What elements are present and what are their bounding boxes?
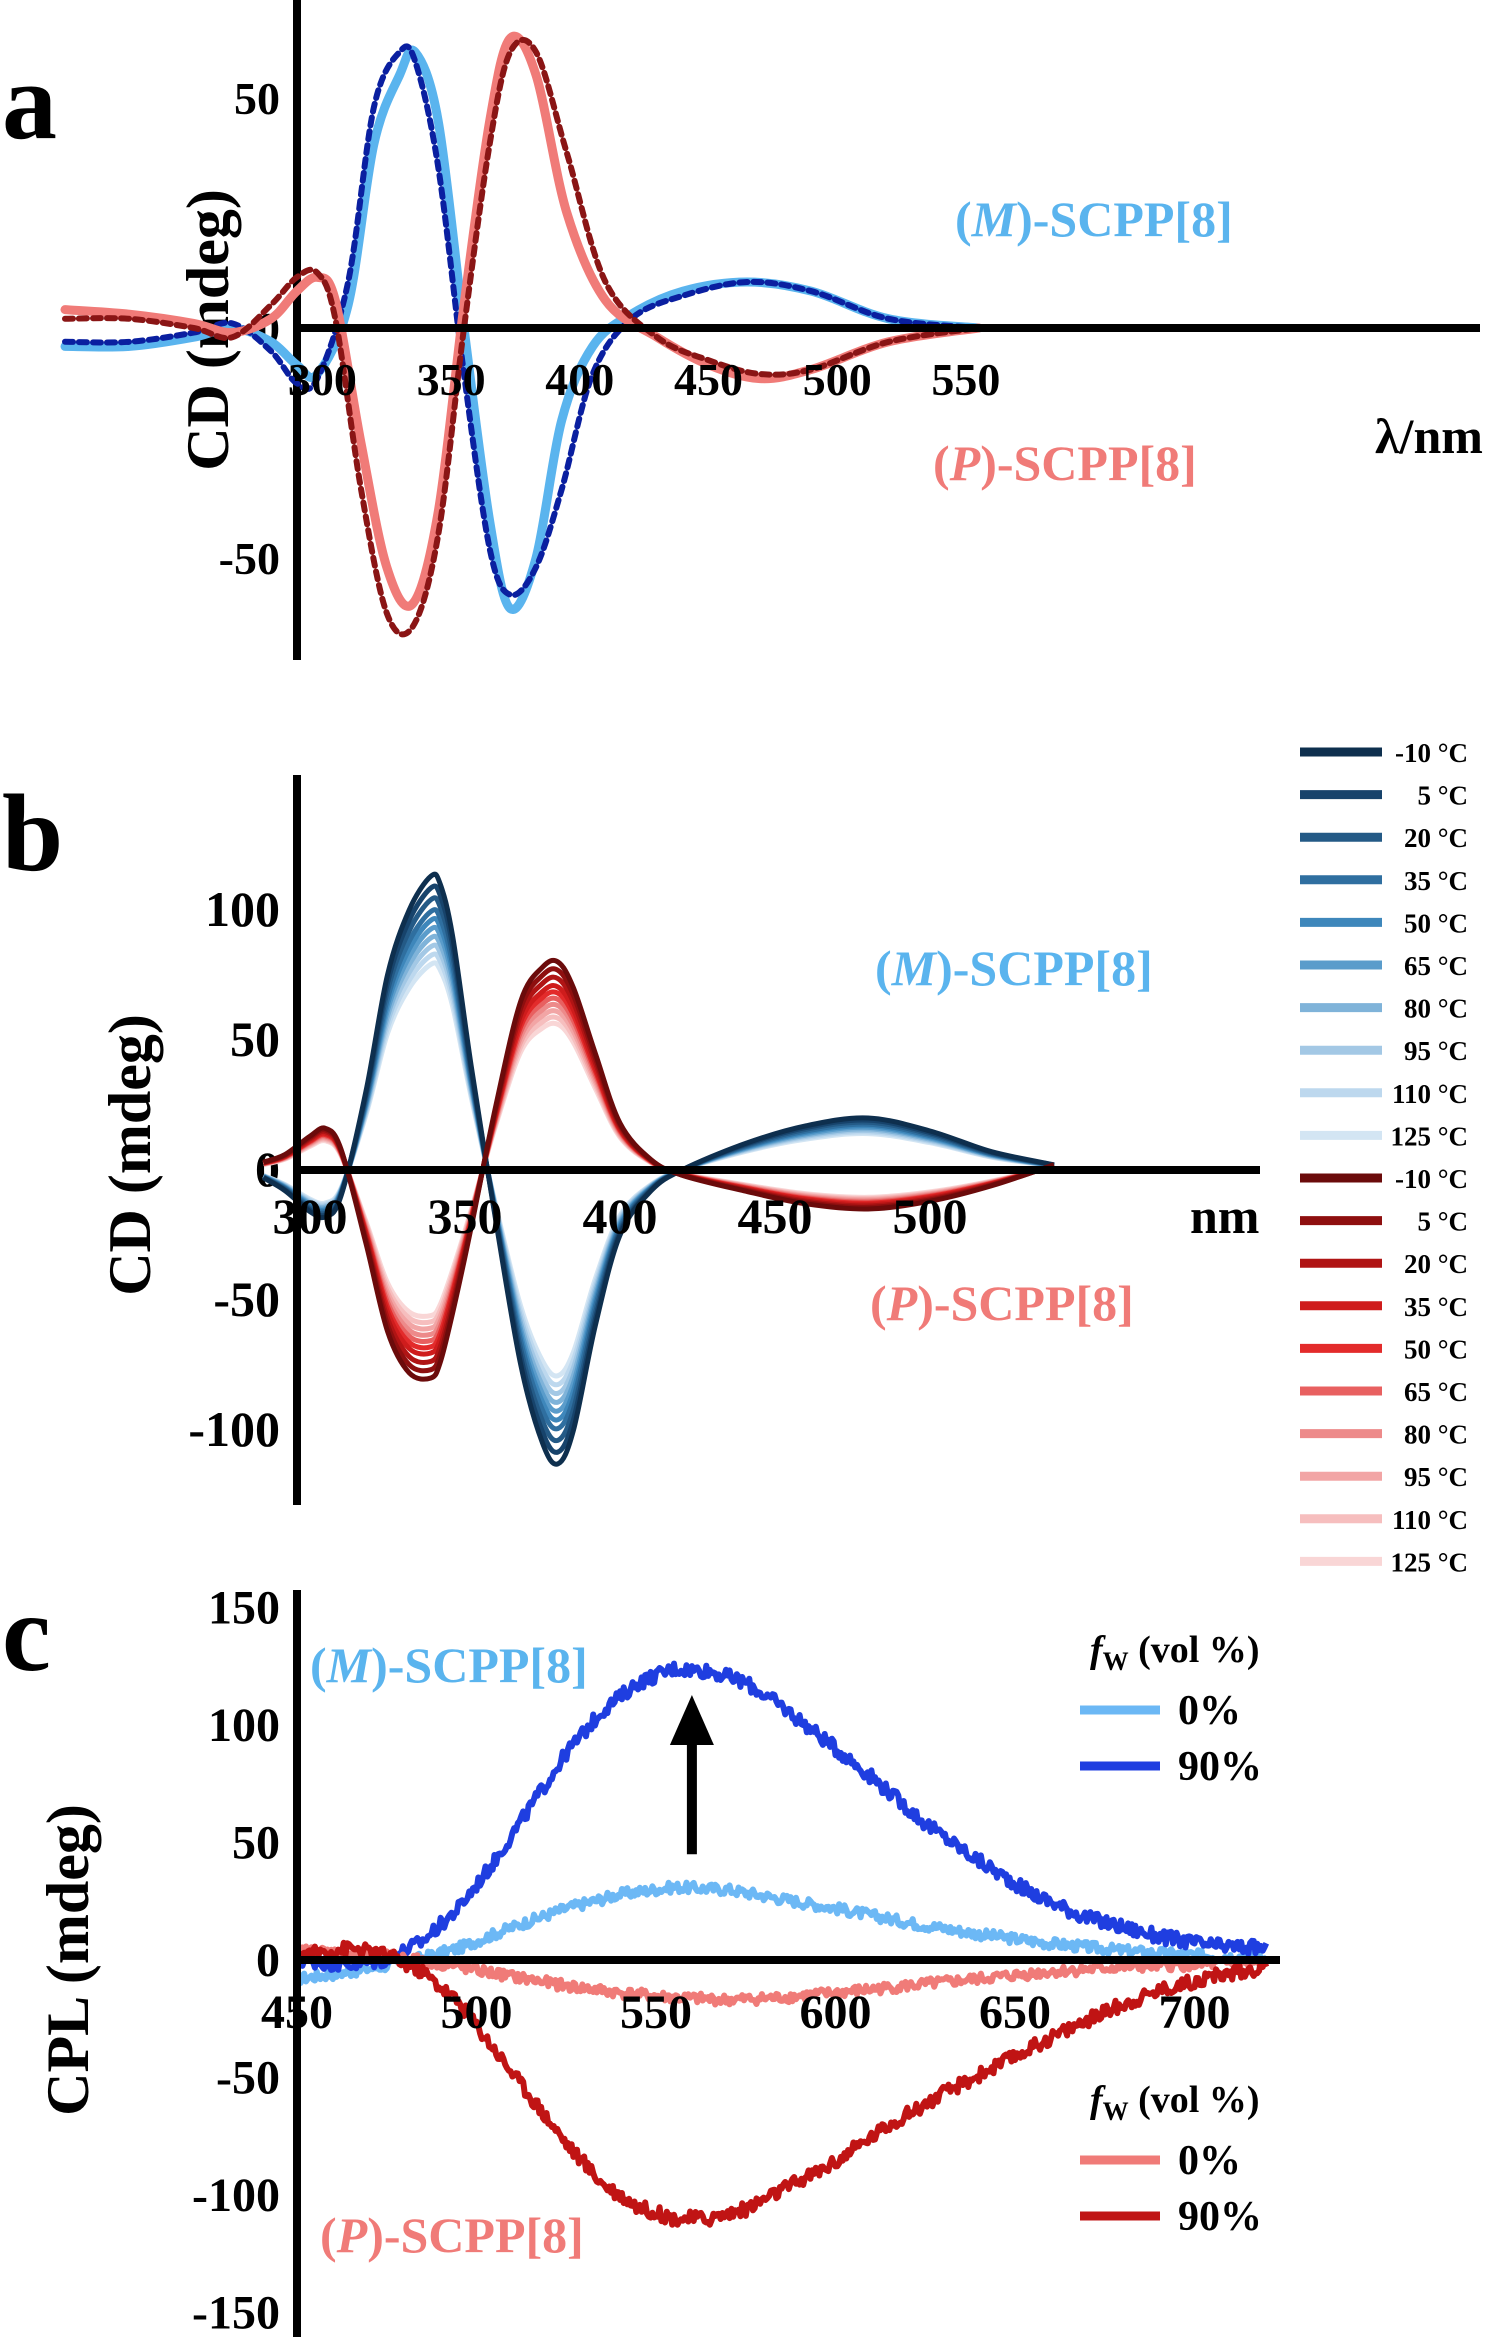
x-tick-label-a: 500: [803, 354, 872, 405]
y-tick-label-a: -50: [219, 533, 280, 584]
x-tick-label-c: 450: [261, 1986, 333, 2039]
x-tick-label-b: 500: [893, 1188, 968, 1244]
x-tick-label-b: 350: [428, 1188, 503, 1244]
x-tick-label-a: 450: [674, 354, 743, 405]
x-tick-label-a: 400: [545, 354, 614, 405]
legend-label-b: 65 °C: [1404, 951, 1468, 981]
legend-label-b: 50 °C: [1404, 908, 1468, 938]
y-tick-label-a: 50: [234, 73, 280, 124]
legend-label-b: 125 °C: [1390, 1547, 1468, 1577]
xlabel-a: λ/nm: [1375, 408, 1483, 464]
ylabel-b: CD (mdeg): [97, 1014, 163, 1296]
legend-label-b: 35 °C: [1404, 866, 1468, 896]
legend-label-b: 95 °C: [1404, 1036, 1468, 1066]
legend-label-b: 35 °C: [1404, 1292, 1468, 1322]
x-tick-label-c: 500: [441, 1986, 513, 2039]
y-tick-label-c: -150: [192, 2287, 280, 2337]
series-line-a-2: [60, 31, 984, 611]
legend-label-b: -10 °C: [1395, 738, 1468, 768]
legend-label-b: 80 °C: [1404, 1420, 1468, 1450]
legend-title-c-bottom: fW (vol %): [1090, 2079, 1260, 2126]
annotation-p-c: (P)-SCPP[8]: [320, 2207, 584, 2263]
x-tick-label-c: 550: [620, 1986, 692, 2039]
xlabel-b: nm: [1190, 1188, 1259, 1244]
series-line-a-3: [62, 36, 982, 638]
legend-label-b: 5 °C: [1417, 781, 1468, 811]
x-tick-label-c: 600: [800, 1986, 872, 2039]
legend-label-b: 65 °C: [1404, 1377, 1468, 1407]
legend-label-b: 20 °C: [1404, 823, 1468, 853]
legend-label-b: 125 °C: [1390, 1121, 1468, 1151]
annotation-p-b: (P)-SCPP[8]: [870, 1275, 1134, 1331]
series-line-b-p-0: [262, 957, 1055, 1382]
legend-title-c-top: fW (vol %): [1090, 1629, 1260, 1676]
series-line-c-3: [294, 1939, 1270, 2228]
annotation-m-a: (M)-SCPP[8]: [955, 191, 1233, 247]
y-tick-label-b: 50: [230, 1011, 280, 1067]
y-tick-label-b: -100: [188, 1401, 280, 1457]
x-tick-label-a: 550: [931, 354, 1000, 405]
x-tick-label-a: 350: [417, 354, 486, 405]
legend-label-b: 95 °C: [1404, 1462, 1468, 1492]
legend-label-c-bottom: 90%: [1178, 2194, 1262, 2240]
arrow-head-c: [669, 1695, 714, 1745]
legend-label-c-top: 0%: [1178, 1688, 1241, 1734]
panel-label-a: a: [2, 40, 57, 162]
y-tick-label-b: -50: [213, 1271, 280, 1327]
y-tick-label-c: -100: [192, 2169, 280, 2222]
panel-label-c: c: [2, 1572, 51, 1694]
y-tick-label-c: 0: [256, 1934, 280, 1987]
y-tick-label-c: 150: [208, 1582, 280, 1635]
x-tick-label-b: 400: [583, 1188, 658, 1244]
legend-label-b: 110 °C: [1392, 1505, 1468, 1535]
x-tick-label-b: 300: [273, 1188, 348, 1244]
series-line-a-0: [60, 45, 984, 615]
x-tick-label-c: 700: [1159, 1986, 1231, 2039]
annotation-p-a: (P)-SCPP[8]: [933, 435, 1197, 491]
y-tick-label-c: 100: [208, 1699, 280, 1752]
legend-label-b: 80 °C: [1404, 994, 1468, 1024]
x-tick-label-a: 300: [288, 354, 357, 405]
x-tick-label-b: 450: [738, 1188, 813, 1244]
legend-label-b: 110 °C: [1392, 1079, 1468, 1109]
ylabel-c: CPL (mdeg): [35, 1804, 101, 2116]
legend-label-b: 20 °C: [1404, 1249, 1468, 1279]
y-tick-label-c: 50: [232, 1817, 280, 1870]
series-line-c-1: [294, 1660, 1270, 1973]
legend-label-c-bottom: 0%: [1178, 2138, 1241, 2184]
legend-label-c-top: 90%: [1178, 1744, 1262, 1790]
y-tick-label-b: 100: [205, 881, 280, 937]
legend-label-b: -10 °C: [1395, 1164, 1468, 1194]
series-line-c-0: [295, 1879, 1270, 1986]
annotation-m-c: (M)-SCPP[8]: [310, 1637, 588, 1693]
panel-label-b: b: [2, 772, 63, 894]
legend-label-b: 50 °C: [1404, 1334, 1468, 1364]
series-line-a-1: [62, 43, 982, 599]
y-tick-label-c: -50: [216, 2052, 280, 2105]
annotation-m-b: (M)-SCPP[8]: [875, 940, 1153, 996]
series-line-b-m-0: [262, 871, 1055, 1467]
series-line-c-2: [294, 1943, 1268, 2008]
x-tick-label-c: 650: [979, 1986, 1051, 2039]
legend-label-b: 5 °C: [1417, 1207, 1468, 1237]
